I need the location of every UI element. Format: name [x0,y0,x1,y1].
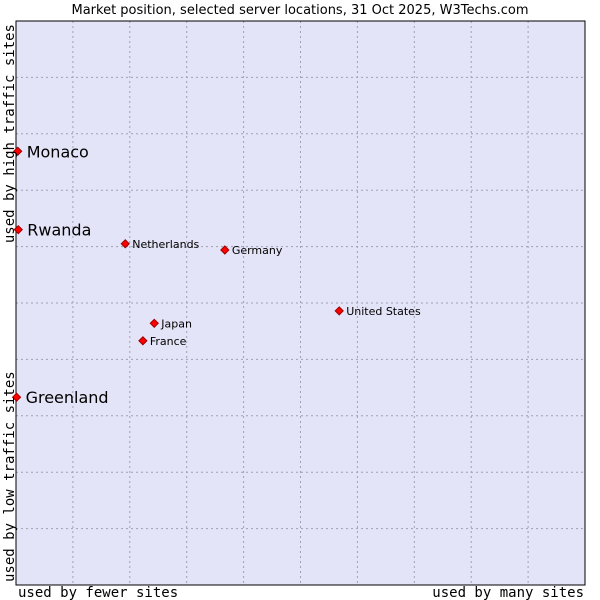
x-axis-label-left: used by fewer sites [18,585,178,600]
point-label-germany: Germany [232,244,283,257]
point-netherlands: Netherlands [120,238,200,251]
y-axis-label-top: used by high traffic sites [2,24,18,243]
point-label-france: France [150,335,187,348]
plot-border [15,20,586,586]
point-marker-netherlands [120,239,130,249]
x-axis-label-right: used by many sites [432,585,584,600]
point-united-states: United States [334,305,421,318]
point-rwanda: Rwanda [13,221,91,240]
point-label-japan: Japan [160,317,192,330]
point-france: France [138,335,187,348]
point-marker-japan [149,318,159,329]
point-marker-united-states [334,306,344,316]
chart-title: Market position, selected server locatio… [71,3,528,18]
point-greenland: Greenland [11,388,109,407]
point-marker-germany [220,245,230,255]
point-marker-rwanda [13,224,23,235]
point-label-greenland: Greenland [26,388,109,407]
point-germany: Germany [220,244,283,257]
point-label-netherlands: Netherlands [132,238,199,251]
y-axis-label-bottom: used by low traffic sites [2,371,18,582]
grid-lines [16,21,585,585]
point-label-monaco: Monaco [27,142,89,161]
data-points: Monaco Rwanda Greenland Netherlands Germany U… [11,142,421,407]
point-marker-greenland [11,392,22,402]
point-marker-monaco [12,146,23,156]
point-japan: Japan [149,317,192,330]
point-label-rwanda: Rwanda [27,221,91,240]
point-marker-france [138,336,148,346]
point-label-united-states: United States [346,305,421,318]
point-monaco: Monaco [12,142,89,161]
